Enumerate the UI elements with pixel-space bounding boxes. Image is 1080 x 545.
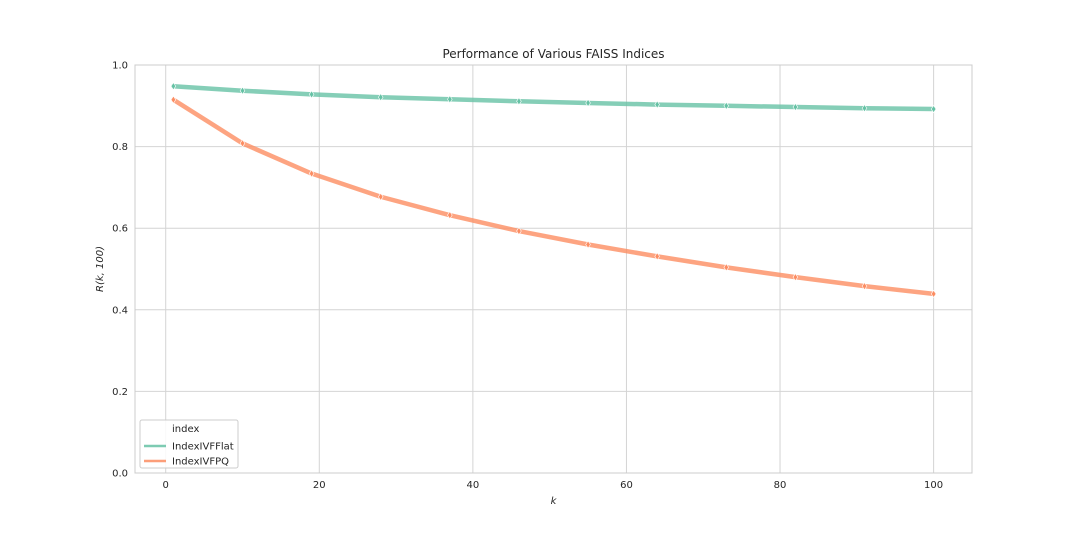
data-point-indexivfpq	[861, 281, 868, 291]
data-point-indexivfflat	[170, 82, 177, 91]
data-point-indexivfflat	[723, 101, 729, 110]
data-point-indexivfpq	[239, 139, 246, 148]
y-tick-label: 0.8	[112, 142, 128, 153]
x-tick-label: 0	[163, 480, 169, 491]
x-axis-label: k	[551, 496, 558, 507]
chart-title: Performance of Various FAISS Indices	[442, 47, 664, 61]
legend: index IndexIVFFlat IndexIVFPQ	[139, 419, 239, 469]
series-layer	[170, 82, 937, 299]
data-point-indexivfpq	[447, 210, 453, 220]
series-line-indexivfflat	[171, 83, 936, 112]
data-point-indexivfflat	[654, 100, 660, 109]
data-point-indexivfflat	[447, 95, 453, 104]
data-point-indexivfflat	[239, 86, 246, 95]
data-point-indexivfpq	[516, 226, 522, 236]
y-tick-label: 0.4	[112, 305, 128, 316]
y-tick-label: 0.2	[112, 387, 128, 398]
data-point-indexivfpq	[654, 252, 660, 261]
x-tick-label: 60	[620, 480, 633, 491]
data-point-indexivfpq	[378, 192, 384, 201]
legend-label-indexivfflat: IndexIVFFlat	[172, 442, 234, 453]
legend-entries: IndexIVFFlat IndexIVFPQ	[144, 442, 234, 468]
data-point-indexivfflat	[516, 97, 522, 106]
data-point-indexivfflat	[861, 104, 868, 113]
legend-label-indexivfpq: IndexIVFPQ	[172, 457, 229, 468]
x-tick-label: 80	[774, 480, 787, 491]
data-point-indexivfpq	[585, 240, 591, 249]
y-tick-label: 1.0	[112, 61, 128, 72]
legend-box	[139, 419, 239, 469]
data-point-indexivfpq	[170, 95, 177, 104]
y-axis-label: R(k, 100)	[95, 246, 106, 292]
data-point-indexivfpq	[792, 273, 799, 282]
data-point-indexivfflat	[792, 102, 799, 112]
data-point-indexivfflat	[930, 104, 937, 114]
data-point-indexivfpq	[723, 263, 729, 272]
x-tick-label: 100	[924, 480, 943, 491]
tick-layer: 0 20 40 60 80 100 0.0 0.2 0.4 0.6 0.8 1.0	[112, 61, 943, 492]
data-point-indexivfflat	[378, 93, 384, 102]
data-point-indexivfflat	[308, 90, 315, 99]
data-point-indexivfpq	[308, 169, 315, 178]
legend-title: index	[172, 424, 199, 435]
x-tick-label: 40	[467, 480, 480, 491]
y-tick-label: 0.0	[112, 469, 128, 480]
series-line-indexivfpq	[171, 97, 936, 297]
plot-frame	[134, 64, 973, 474]
data-point-indexivfflat	[585, 98, 591, 108]
data-point-indexivfpq	[930, 289, 937, 299]
y-tick-label: 0.6	[112, 224, 128, 235]
x-tick-label: 20	[313, 480, 326, 491]
